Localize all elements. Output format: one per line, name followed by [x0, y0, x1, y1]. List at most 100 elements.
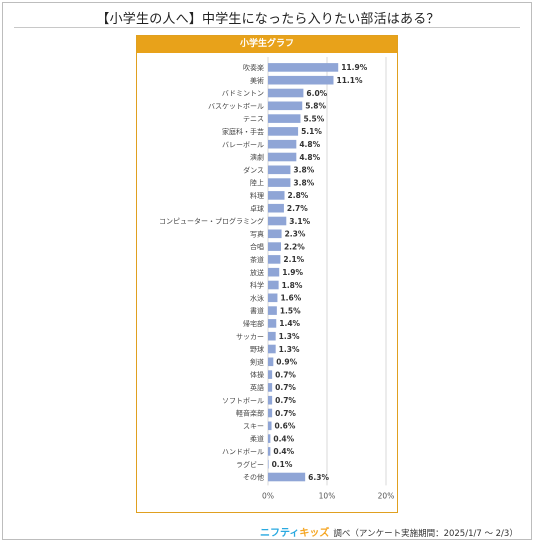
survey-note: 調べ（アンケート実施期間：2025/1/7 ～ 2/3） — [333, 529, 518, 539]
data-label: 11.1% — [336, 76, 363, 85]
footer: ニフティキッズ 調べ（アンケート実施期間：2025/1/7 ～ 2/3） — [260, 524, 518, 539]
category-label: サッカー — [236, 333, 264, 341]
category-label: 剣道 — [250, 357, 264, 366]
bar — [268, 331, 276, 341]
bar — [268, 127, 299, 136]
category-label: 陸上 — [250, 178, 264, 187]
bar — [268, 267, 280, 277]
bar — [268, 472, 306, 482]
category-label: 軽音楽部 — [236, 409, 264, 418]
bar — [268, 357, 274, 367]
category-label: その他 — [243, 473, 264, 482]
brand-name-part1: ニフティ — [260, 528, 300, 539]
bar — [268, 306, 277, 315]
data-label: 1.9% — [282, 268, 303, 277]
data-label: 1.3% — [279, 345, 300, 354]
data-label: 0.7% — [275, 383, 296, 392]
category-label: バスケットボール — [208, 102, 264, 110]
data-label: 0.1% — [272, 460, 293, 469]
page-title: 【小学生の人へ】中学生になったら入りたい部活はある？ — [96, 12, 440, 27]
bar — [268, 434, 271, 443]
bar-chart: 0% 10% 20% 吹奏楽 11.9% 美術 11.1% バドミントン 6.0% バスケットボー… — [159, 57, 395, 500]
bar — [268, 229, 282, 239]
bar — [268, 114, 301, 123]
bar — [268, 139, 297, 149]
data-label: 2.3% — [285, 230, 306, 239]
data-label: 0.7% — [275, 409, 296, 418]
category-label: バドミントン — [222, 90, 264, 98]
bar — [268, 344, 276, 354]
data-label: 1.5% — [280, 306, 301, 315]
x-tick-label: 20% — [378, 491, 395, 500]
bar — [268, 178, 291, 187]
brand-logo: ニフティキッズ — [260, 528, 329, 539]
x-tick-label: 10% — [319, 491, 336, 500]
category-label: 演劇 — [250, 153, 264, 162]
data-label: 2.2% — [284, 242, 305, 251]
category-label: 水泳 — [250, 293, 264, 302]
data-label: 5.1% — [301, 127, 322, 136]
category-label: 放送 — [250, 268, 264, 277]
bar — [268, 255, 281, 264]
data-label: 2.1% — [283, 255, 304, 264]
bar — [268, 165, 291, 175]
data-label: 0.6% — [275, 422, 296, 431]
bar — [268, 383, 273, 392]
bar — [268, 88, 304, 98]
data-label: 2.8% — [288, 191, 309, 200]
category-label: 写真 — [250, 229, 264, 238]
bar — [268, 319, 277, 328]
bar — [268, 447, 271, 456]
data-label: 5.5% — [303, 114, 324, 123]
bar — [268, 370, 273, 379]
bar — [268, 152, 297, 162]
category-label: ラグビー — [236, 460, 264, 469]
data-label: 11.9% — [341, 63, 368, 72]
x-tick-label: 0% — [262, 491, 274, 500]
chart-title: 小学生グラフ — [137, 36, 397, 53]
bar — [268, 408, 273, 418]
category-label: 吹奏楽 — [243, 63, 264, 72]
category-label: 英語 — [250, 383, 264, 392]
category-label: 茶道 — [250, 255, 264, 264]
category-label: 帰宅部 — [243, 319, 264, 328]
data-label: 4.8% — [299, 140, 320, 149]
data-label: 0.7% — [275, 370, 296, 379]
chart-panel: 小学生グラフ 0% 10% 20% 吹奏楽 11.9% 美術 11.1% バドミントン 6.0%… — [136, 35, 398, 513]
data-label: 1.6% — [280, 294, 301, 303]
bar — [268, 242, 281, 251]
data-label: 0.4% — [273, 434, 294, 443]
category-label: 美術 — [250, 76, 264, 85]
chart-plot: 0% 10% 20% 吹奏楽 11.9% 美術 11.1% バドミントン 6.0% バスケットボー… — [137, 53, 397, 512]
data-label: 3.8% — [293, 166, 314, 175]
data-label: 0.4% — [273, 447, 294, 456]
title-divider — [14, 27, 520, 28]
category-label: 体操 — [250, 370, 264, 379]
bar — [268, 75, 334, 85]
bar — [268, 203, 284, 213]
category-label: 家庭科・手芸 — [222, 127, 264, 136]
category-label: 卓球 — [250, 204, 264, 213]
data-label: 1.4% — [279, 319, 300, 328]
bar — [268, 101, 303, 111]
data-label: 5.8% — [305, 102, 326, 111]
data-label: 0.9% — [276, 358, 297, 367]
category-label: コンピューター・プログラミング — [159, 217, 264, 226]
bar — [268, 63, 339, 72]
data-label: 6.0% — [306, 89, 327, 98]
category-label: 合唱 — [250, 242, 264, 251]
bar — [268, 293, 278, 303]
bar — [268, 395, 273, 405]
brand-name-part2: キッズ — [299, 528, 330, 539]
bar — [268, 216, 287, 226]
data-label: 1.8% — [282, 281, 303, 290]
category-label: テニス — [243, 115, 264, 123]
bar — [268, 459, 269, 469]
category-label: 柔道 — [250, 434, 264, 443]
category-label: ハンドボール — [222, 448, 264, 456]
bar — [268, 280, 279, 290]
category-label: ダンス — [243, 165, 264, 174]
category-label: 書道 — [250, 306, 264, 315]
data-label: 0.7% — [275, 396, 296, 405]
data-label: 6.3% — [308, 473, 329, 482]
